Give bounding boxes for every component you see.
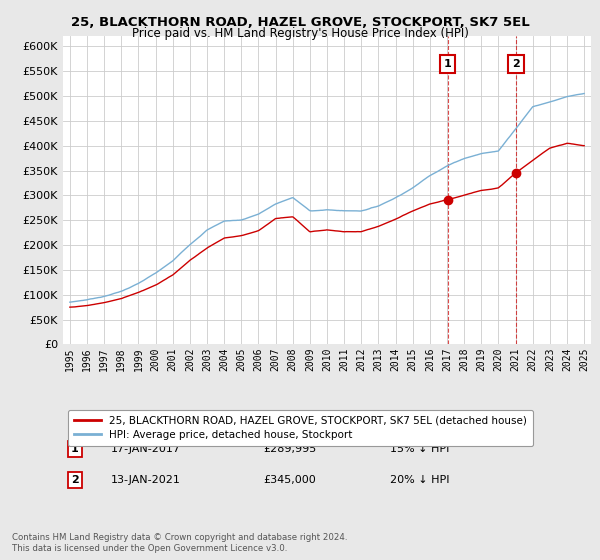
Text: 1: 1 xyxy=(444,59,452,69)
Text: 20% ↓ HPI: 20% ↓ HPI xyxy=(391,475,450,485)
Legend: 25, BLACKTHORN ROAD, HAZEL GROVE, STOCKPORT, SK7 5EL (detached house), HPI: Aver: 25, BLACKTHORN ROAD, HAZEL GROVE, STOCKP… xyxy=(68,410,533,446)
Text: 25, BLACKTHORN ROAD, HAZEL GROVE, STOCKPORT, SK7 5EL: 25, BLACKTHORN ROAD, HAZEL GROVE, STOCKP… xyxy=(71,16,529,29)
Text: 2: 2 xyxy=(71,475,79,485)
Text: 17-JAN-2017: 17-JAN-2017 xyxy=(110,444,181,454)
Text: £289,995: £289,995 xyxy=(263,444,317,454)
Text: 15% ↓ HPI: 15% ↓ HPI xyxy=(391,444,450,454)
Text: 13-JAN-2021: 13-JAN-2021 xyxy=(110,475,181,485)
Text: 1: 1 xyxy=(71,444,79,454)
Text: Contains HM Land Registry data © Crown copyright and database right 2024.
This d: Contains HM Land Registry data © Crown c… xyxy=(12,533,347,553)
Text: 2: 2 xyxy=(512,59,520,69)
Text: Price paid vs. HM Land Registry's House Price Index (HPI): Price paid vs. HM Land Registry's House … xyxy=(131,27,469,40)
Text: £345,000: £345,000 xyxy=(263,475,316,485)
